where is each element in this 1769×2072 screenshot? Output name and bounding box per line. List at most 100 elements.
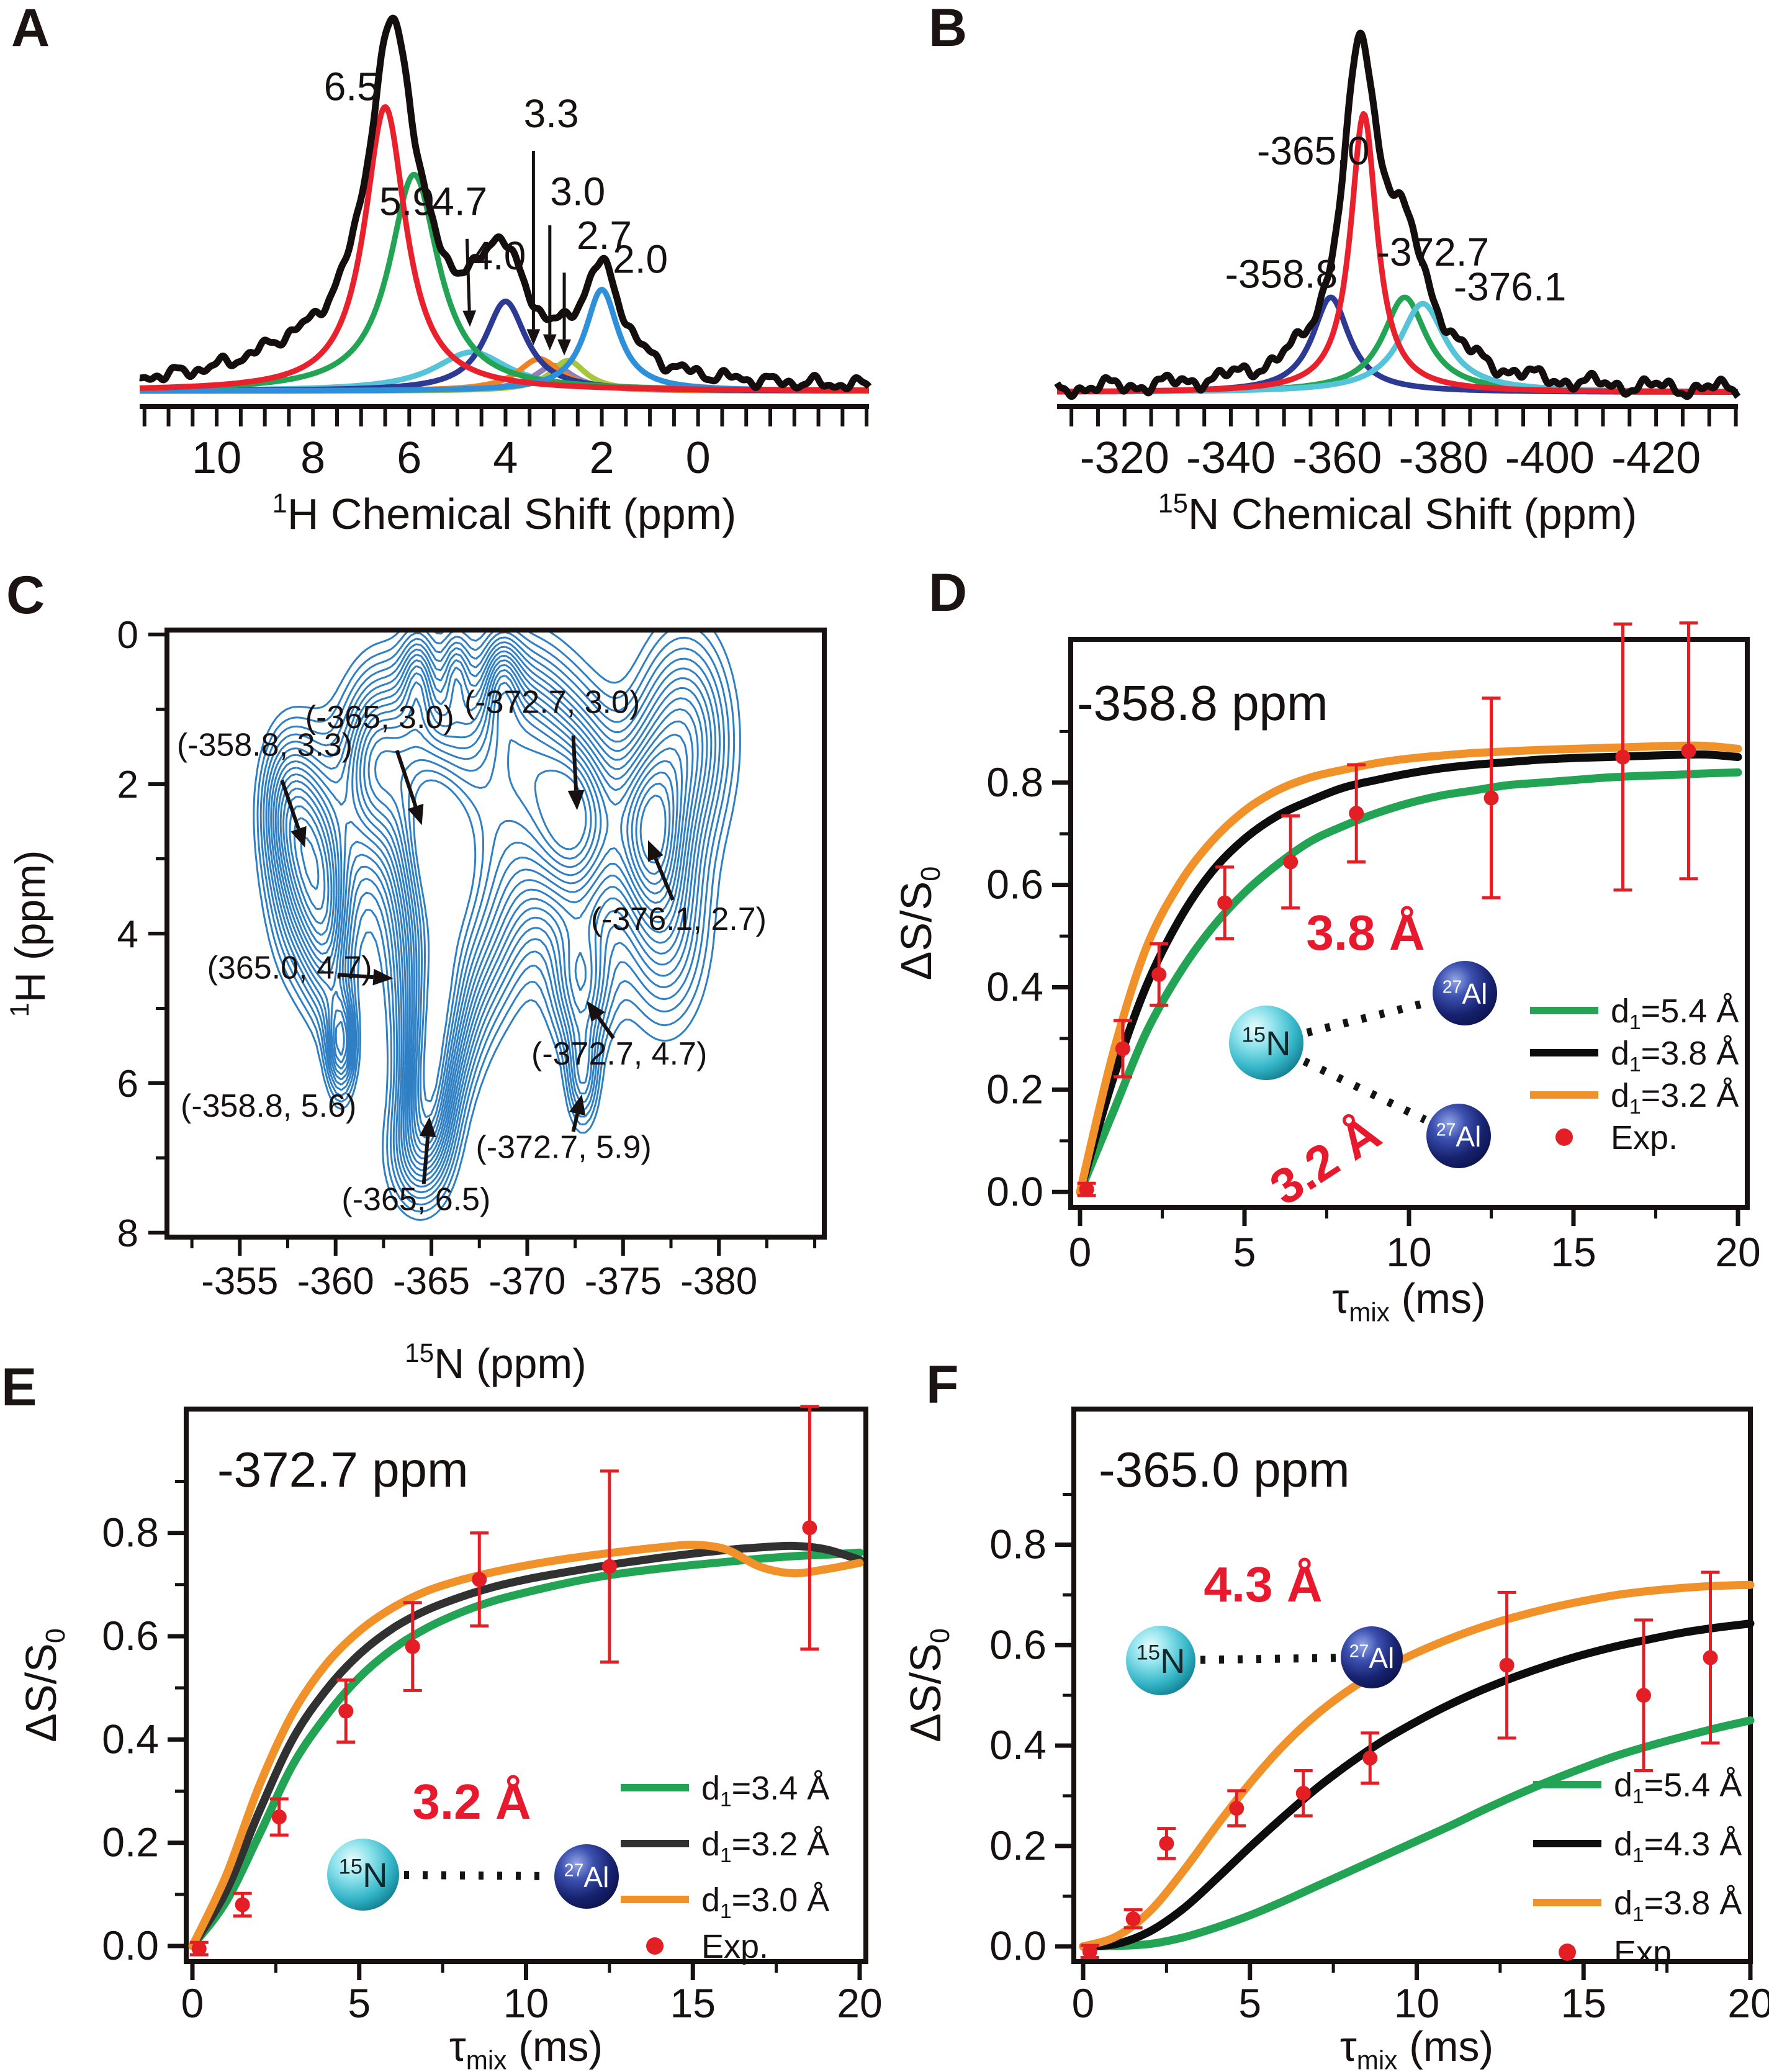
fit-curve-0: [1079, 1716, 1755, 1951]
x-tick-label: -340: [1186, 433, 1276, 483]
cross-peak-annotation: (-365, 6.5): [341, 1182, 490, 1218]
annotation-arrow: [571, 1113, 580, 1132]
annotation-arrow: [421, 1136, 430, 1184]
panel-f: F 0 5 10 15 20 0.0 0.2 0.4 0.6 0.8 τmix (ms) ΔS/S0 -…: [881, 1322, 1769, 2072]
peak-curve-5.9: [138, 171, 871, 393]
arrow-head: [569, 1094, 586, 1116]
x-tick-label: -320: [1080, 433, 1169, 483]
panel-a: A 10 8 6 4 2 0 1H Chemical Shift (ppm) 6.5 5.9 4.…: [0, 0, 884, 546]
peak-annotation: -358.8: [1225, 252, 1338, 297]
arrow-head: [372, 968, 394, 986]
annotation-arrow: [280, 780, 300, 830]
x-tick-label: 5: [1233, 1229, 1256, 1275]
x-tick-label: 0: [1072, 1980, 1095, 2026]
peak-annotation: -365.0: [1257, 128, 1369, 173]
x-tick-label: -355: [201, 1260, 278, 1303]
cross-peak-annotation: (-372.7, 3.0): [464, 685, 640, 721]
aluminum-27-sphere: [554, 1844, 619, 1909]
exp-data-point: [1115, 1041, 1130, 1056]
peak-annotation: 3.0: [550, 169, 605, 214]
distance-label: 3.2 Å: [1261, 1105, 1390, 1216]
aluminum-27-label: 27Al: [1349, 1642, 1395, 1674]
y-tick-label: 0.4: [102, 1716, 159, 1762]
distance-dotted-line: [1302, 1057, 1427, 1124]
y-tick-label: 8: [117, 1212, 138, 1255]
x-axis-title: 1H Chemical Shift (ppm): [272, 489, 737, 538]
x-axis-title: τmix (ms): [1340, 2023, 1493, 2072]
x-tick-label: 15: [1551, 1229, 1596, 1275]
x-tick-label: 8: [300, 433, 325, 483]
y-tick-label: 0.2: [986, 1066, 1043, 1112]
peak-annotation: 4.0: [470, 233, 526, 278]
x-tick-label: -380: [680, 1260, 757, 1303]
panel-a-letter: A: [11, 0, 50, 58]
cross-peak-annotation: (365.0, 4.7): [207, 950, 372, 986]
y-tick-label: 6: [117, 1063, 138, 1106]
legend-exp-label: Exp.: [1614, 1934, 1681, 1971]
y-tick-label: 2: [117, 763, 138, 806]
annotation-arrow: [596, 1016, 615, 1040]
x-tick-label: 20: [837, 1980, 881, 2026]
panel-title: -365.0 ppm: [1099, 1442, 1350, 1497]
x-tick-label: -370: [488, 1260, 565, 1303]
legend-label: d1=3.8 Å: [1611, 1035, 1739, 1076]
fit-curve-1: [1079, 1619, 1755, 1951]
legend-label: d1=5.4 Å: [1614, 1767, 1742, 1808]
panel-b-letter: B: [929, 0, 968, 58]
y-axis-title: ΔS/S0: [17, 1628, 71, 1742]
y-tick-label: 0.6: [986, 862, 1043, 908]
x-axis-title: τmix (ms): [449, 2023, 603, 2072]
y-tick-label: 4: [117, 913, 138, 956]
annotation-arrow: [395, 749, 418, 807]
y-axis-title: ΔS/S0: [892, 867, 946, 981]
exp-data-point: [1295, 1785, 1311, 1801]
aluminum-27-sphere: [1341, 1626, 1403, 1688]
aluminum-27-label: 27Al: [1443, 978, 1488, 1010]
exp-data-point: [1217, 895, 1233, 911]
exp-data-point: [802, 1520, 817, 1536]
legend-exp-label: Exp.: [1611, 1119, 1678, 1156]
peak-annotation: 5.9: [379, 179, 434, 224]
aluminum-27-label: 27Al: [564, 1861, 610, 1893]
arrow-head: [542, 334, 557, 351]
exp-data-point: [191, 1941, 207, 1957]
aluminum-27-label: 27Al: [1436, 1120, 1482, 1153]
x-tick-label: 20: [1715, 1229, 1760, 1275]
y-tick-label: 0: [117, 614, 138, 657]
arrow-head: [567, 790, 585, 811]
nitrogen-15-sphere: [1126, 1626, 1195, 1695]
x-tick-label: 10: [503, 1980, 549, 2026]
spectrum-A: 10 8 6 4 2 0 1H Chemical Shift (ppm) 6.5 5.94.7 4…: [137, 14, 872, 538]
peak-annotation: 2.7: [577, 213, 632, 258]
aluminum-27-sphere: [1433, 961, 1497, 1025]
exp-data-point: [405, 1639, 420, 1654]
y-axis-title: ΔS/S0: [901, 1628, 955, 1742]
spectrum-B: -320 -340 -360 -380 -400 -420 15N Chemical Shi…: [1054, 29, 1741, 538]
x-tick-label: -365: [393, 1260, 470, 1303]
legend-label: d1=5.4 Å: [1611, 993, 1739, 1034]
nitrogen-15-label: 15N: [338, 1855, 387, 1894]
distance-dotted-line: [1306, 998, 1430, 1037]
peak-annotation: 4.7: [432, 179, 487, 224]
x-tick-label: 0: [686, 433, 711, 483]
annotation-arrow: [571, 735, 578, 791]
x-tick-label: 10: [1386, 1229, 1431, 1275]
cross-peak-annotation: (-376.1, 2.7): [591, 901, 767, 937]
panel-e-canvas: 0 5 10 15 20 0.0 0.2 0.4 0.6 0.8 τmix (ms) ΔS/S0 -37…: [17, 1405, 881, 2072]
legend-label: d1=3.8 Å: [1614, 1885, 1742, 1926]
exp-data-point: [1283, 854, 1299, 870]
y-tick-label: 0.2: [102, 1819, 159, 1865]
saturation-panel: 0 5 10 15 20 0.0 0.2 0.4 0.6 0.8 τmix (ms) ΔS/S0 -37…: [17, 1405, 881, 2072]
nitrogen-15-label: 15N: [1136, 1641, 1185, 1680]
contour-panel: -355 -360 -365 -370 -375 -380 0 2 4 6 8 15N (ppm) 1H…: [5, 614, 827, 1387]
panel-c: C -355 -360 -365 -370 -375 -380 0 2 4 6 8 15N (ppm)…: [0, 546, 869, 1428]
peak-annotation: 2.0: [613, 236, 668, 281]
legend-exp-dot: [646, 1937, 664, 1955]
x-tick-label: 5: [348, 1980, 371, 2026]
distance-label: 3.2 Å: [412, 1774, 531, 1829]
cross-peak-annotation: (-372.7, 4.7): [531, 1036, 707, 1072]
exp-data-point: [1362, 1750, 1378, 1766]
y-tick-label: 0.0: [989, 1923, 1047, 1969]
panel-d-canvas: 0 5 10 15 20 0.0 0.2 0.4 0.6 0.8 τmix (ms) ΔS/S0 -35…: [892, 621, 1761, 1327]
legend-exp-dot: [1555, 1128, 1573, 1146]
